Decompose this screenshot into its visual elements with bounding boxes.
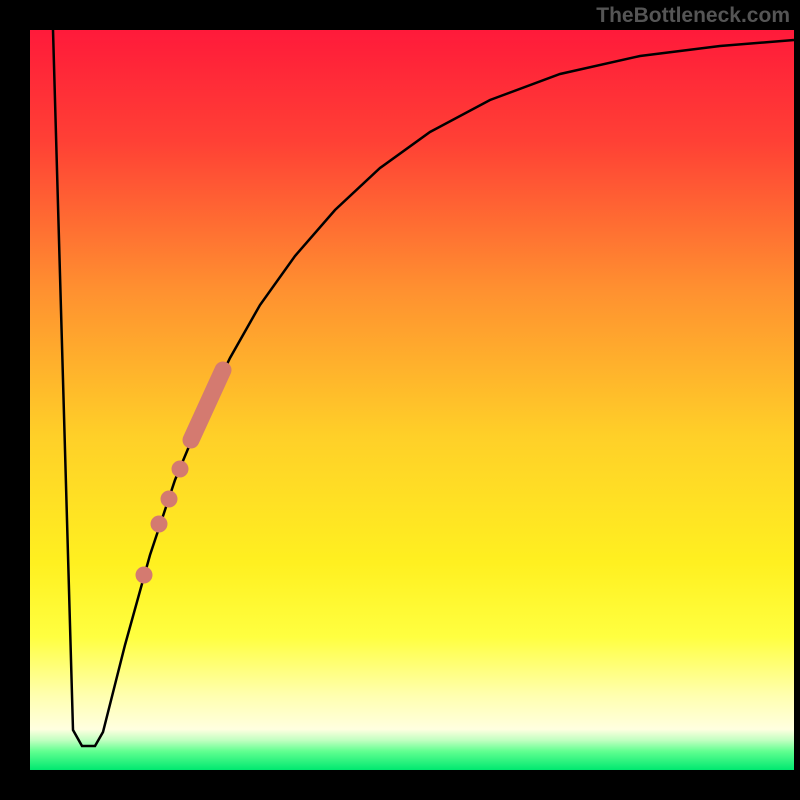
bottleneck-chart: TheBottleneck.com	[0, 0, 800, 800]
chart-svg	[0, 0, 800, 800]
watermark-text: TheBottleneck.com	[596, 4, 790, 28]
marker-dot	[161, 491, 178, 508]
marker-dot	[136, 567, 153, 584]
marker-dot	[151, 516, 168, 533]
chart-plot-bg	[30, 30, 794, 770]
marker-dot	[172, 461, 189, 478]
